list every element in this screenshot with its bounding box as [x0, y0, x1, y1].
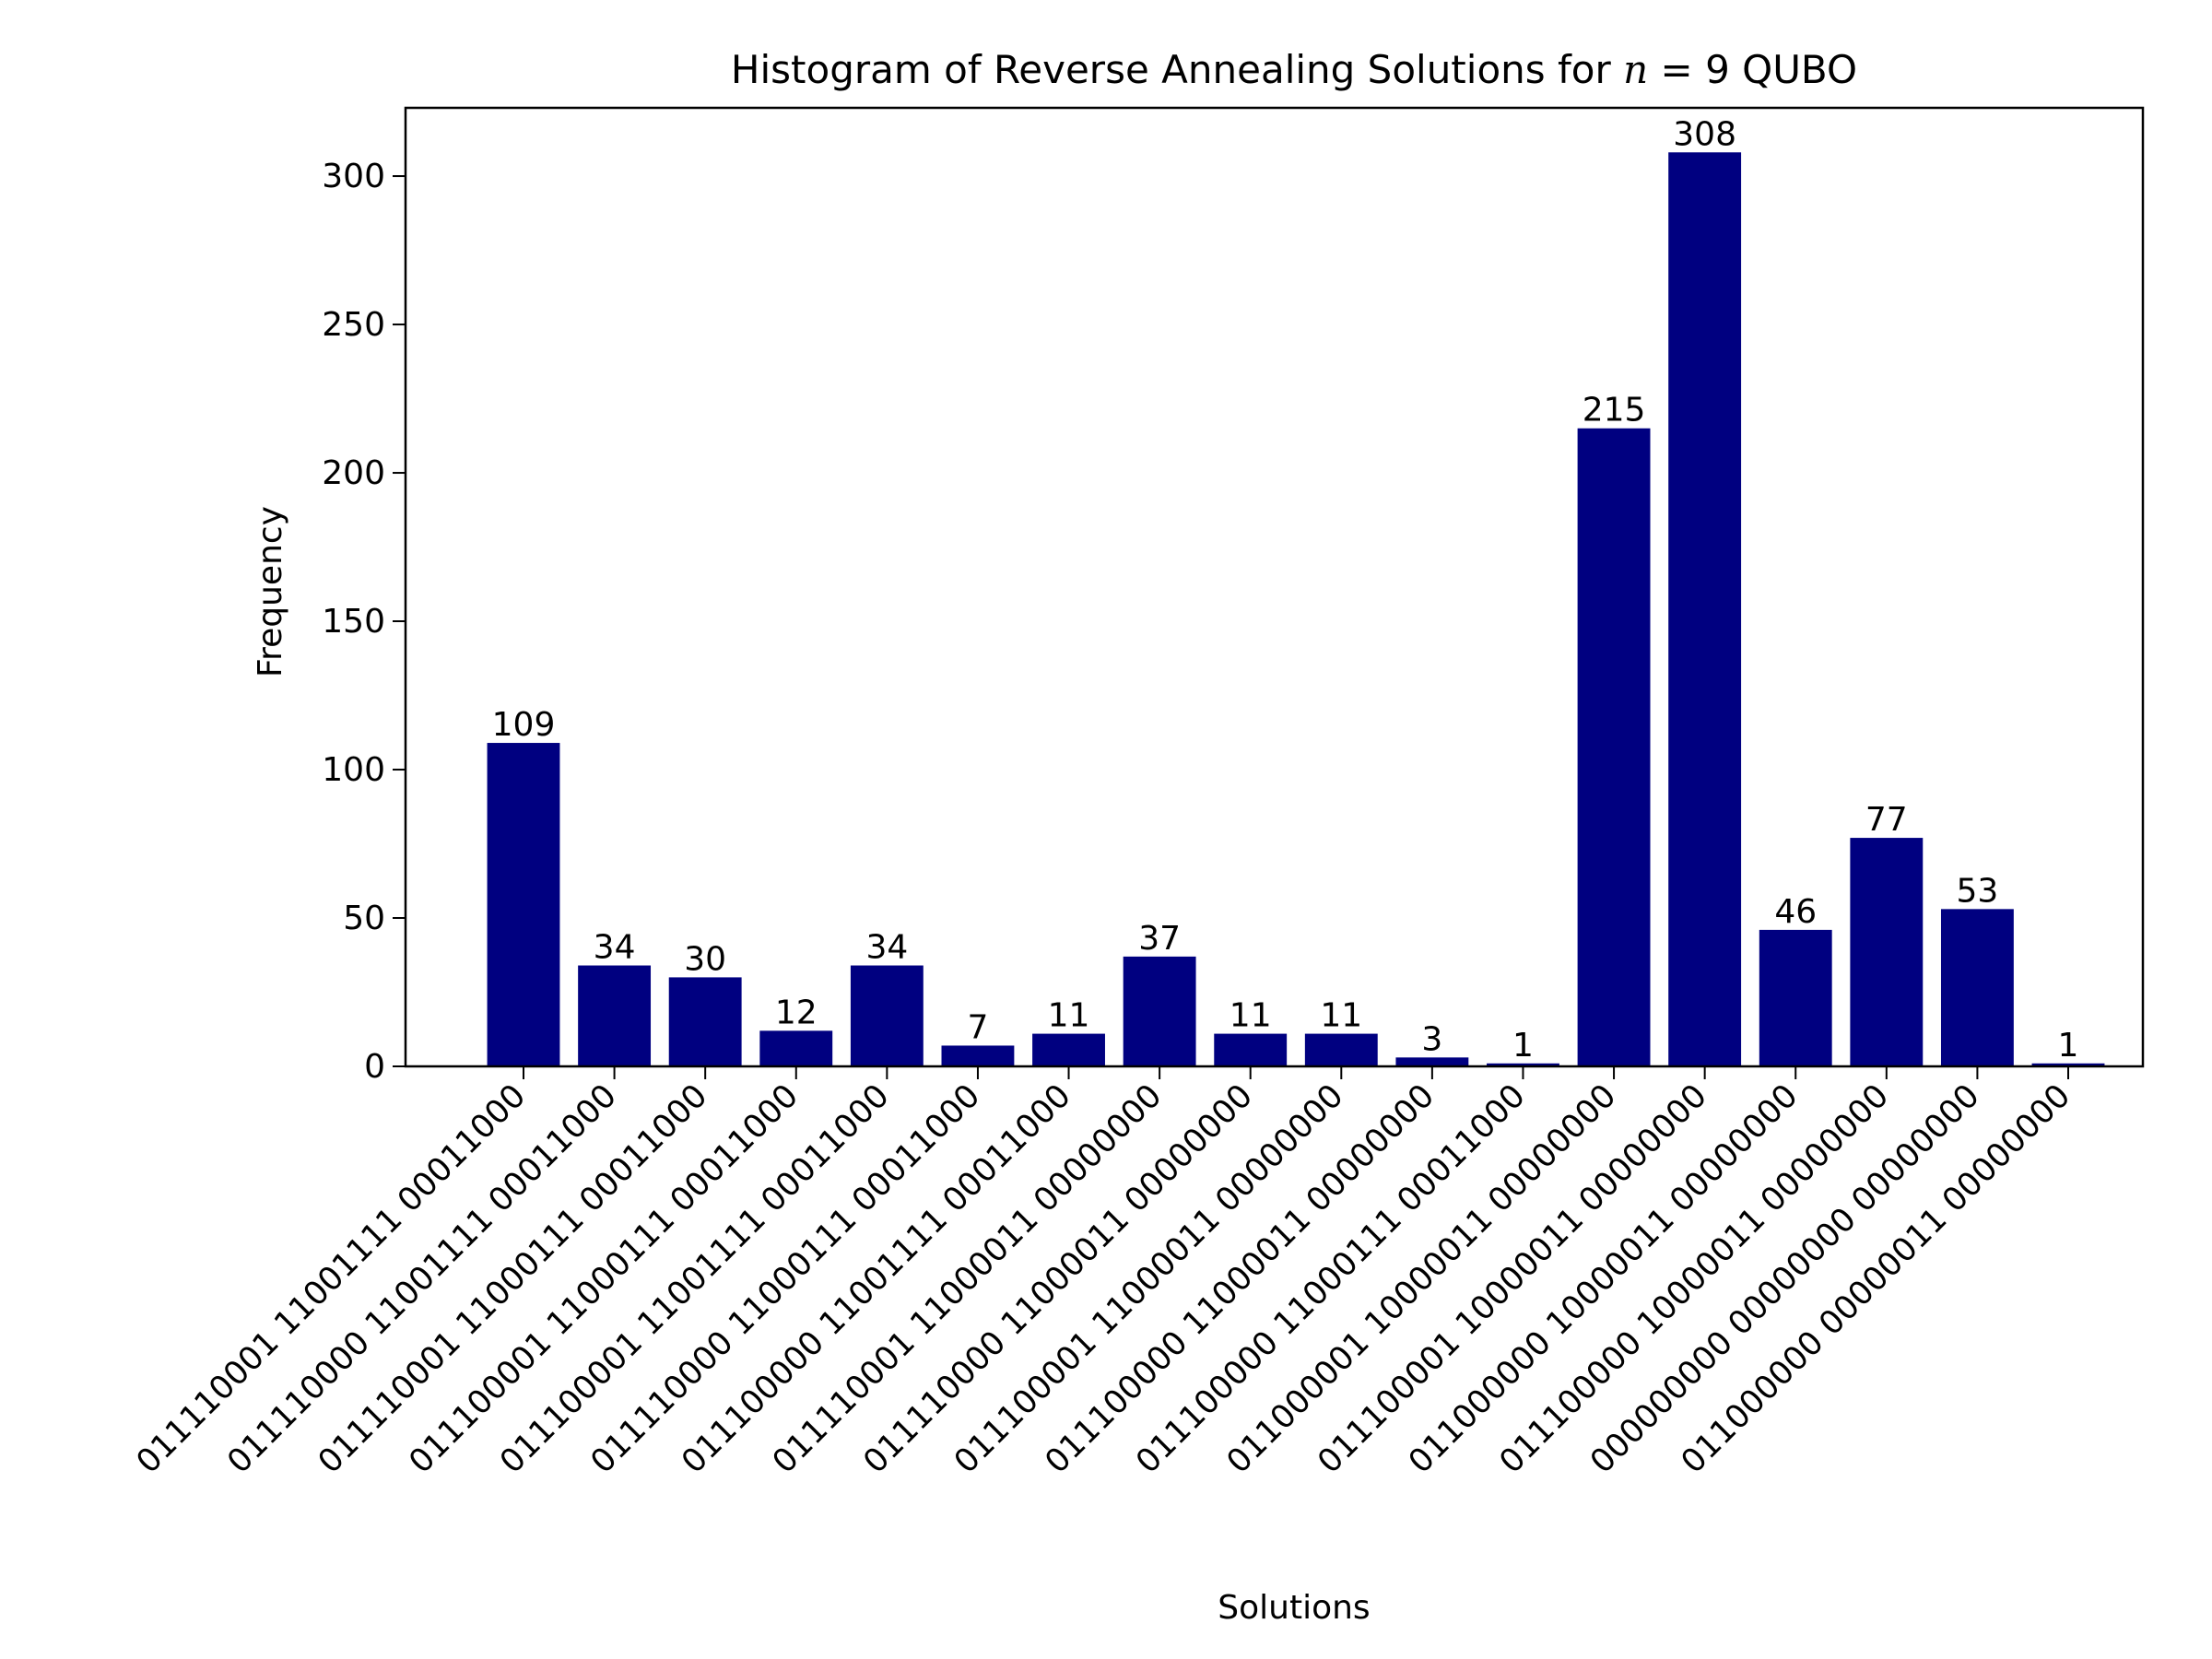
bar-11	[1395, 1057, 1469, 1066]
y-tick-label-5: 200	[322, 454, 385, 492]
bar-value-label-16: 77	[1865, 801, 1908, 839]
bar-9	[1214, 1033, 1288, 1066]
y-axis-label: Frequency	[252, 506, 289, 677]
bar-value-label-12: 1	[1512, 1027, 1534, 1065]
bar-value-label-14: 308	[1673, 115, 1736, 153]
bar-6	[941, 1045, 1015, 1066]
bar-10	[1304, 1033, 1378, 1066]
chart-title-prefix: Histogram of Reverse Annealing Solutions…	[731, 47, 1623, 92]
bar-value-label-7: 11	[1048, 997, 1090, 1035]
bar-value-label-15: 46	[1774, 893, 1817, 931]
plot-frame	[404, 106, 2145, 1068]
bar-13	[1577, 428, 1651, 1066]
bar-5	[850, 965, 924, 1066]
y-tick-label-7: 300	[322, 158, 385, 195]
bar-18	[2031, 1063, 2105, 1066]
chart-title: Histogram of Reverse Annealing Solutions…	[731, 47, 1857, 92]
bar-value-label-4: 12	[775, 994, 818, 1031]
bar-value-label-17: 53	[1957, 872, 1999, 910]
bar-value-label-5: 34	[865, 929, 908, 967]
y-tick-label-4: 150	[322, 603, 385, 641]
bar-12	[1487, 1063, 1559, 1066]
bar-value-label-13: 215	[1583, 392, 1646, 429]
bar-16	[1850, 838, 1924, 1066]
bar-value-label-8: 37	[1138, 920, 1181, 958]
chart-title-variable: n	[1623, 47, 1648, 92]
bar-value-label-2: 34	[594, 929, 636, 967]
bar-1	[487, 743, 560, 1066]
bar-8	[1123, 956, 1196, 1066]
x-axis-label: Solutions	[1218, 1589, 1370, 1627]
bar-3	[668, 977, 742, 1066]
bar-value-label-9: 11	[1230, 997, 1272, 1035]
bar-7	[1032, 1033, 1105, 1066]
bar-value-label-11: 3	[1421, 1020, 1442, 1058]
bar-4	[759, 1030, 833, 1066]
bar-value-label-18: 1	[2058, 1027, 2079, 1065]
chart-title-suffix: = 9 QUBO	[1648, 47, 1857, 92]
y-tick-label-3: 100	[322, 751, 385, 789]
bar-2	[578, 965, 652, 1066]
bar-17	[1940, 909, 2014, 1066]
y-tick-label-1: 0	[364, 1048, 385, 1086]
bar-value-label-10: 11	[1320, 997, 1362, 1035]
y-tick-label-2: 50	[343, 900, 385, 937]
bar-value-label-3: 30	[684, 940, 726, 978]
bar-14	[1668, 152, 1742, 1066]
y-tick-label-6: 250	[322, 306, 385, 344]
bar-value-label-1: 109	[492, 706, 556, 744]
bar-15	[1759, 929, 1832, 1066]
bar-value-label-6: 7	[967, 1008, 988, 1046]
